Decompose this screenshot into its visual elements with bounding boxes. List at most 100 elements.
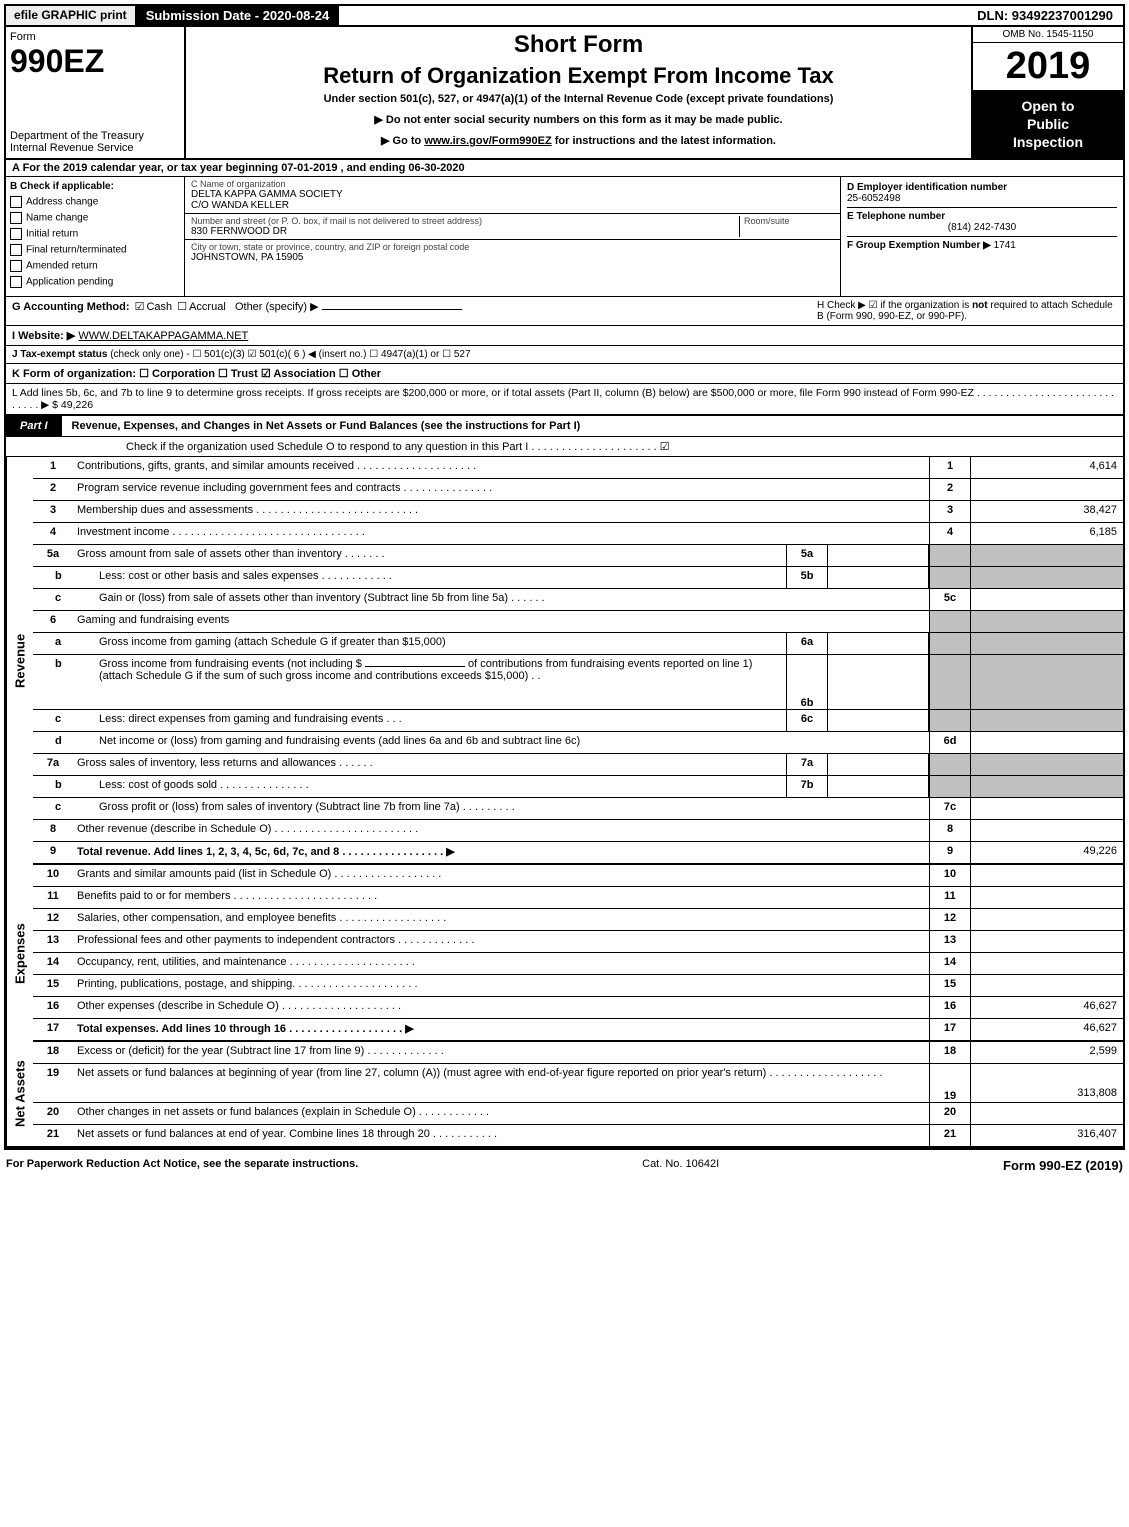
g-other-input[interactable] xyxy=(322,309,462,310)
row-desc-19: Net assets or fund balances at beginning… xyxy=(73,1064,929,1102)
line-val-7c[interactable] xyxy=(970,798,1123,819)
opt-final: Final return/terminated xyxy=(26,244,127,255)
row-num-6b: b xyxy=(33,655,95,709)
row-6b: b Gross income from fundraising events (… xyxy=(33,655,1123,710)
row-desc-6: Gaming and fundraising events xyxy=(73,611,929,632)
row-4: 4 Investment income . . . . . . . . . . … xyxy=(33,523,1123,545)
g-cash-check[interactable] xyxy=(133,301,147,313)
h-text: H Check ▶ ☑ if the organization is xyxy=(817,300,972,311)
line-val-18[interactable]: 2,599 xyxy=(970,1042,1123,1063)
section-l: L Add lines 5b, 6c, and 7b to line 9 to … xyxy=(6,384,1123,416)
row-6a: a Gross income from gaming (attach Sched… xyxy=(33,633,1123,655)
line-val-5c[interactable] xyxy=(970,589,1123,610)
line-val-17[interactable]: 46,627 xyxy=(970,1019,1123,1040)
irs-link[interactable]: www.irs.gov/Form990EZ xyxy=(424,135,551,147)
row-5b: b Less: cost or other basis and sales ex… xyxy=(33,567,1123,589)
line-val-21[interactable]: 316,407 xyxy=(970,1125,1123,1146)
telephone-label: E Telephone number xyxy=(847,211,1117,222)
row-desc-5c: Gain or (loss) from sale of assets other… xyxy=(95,589,929,610)
inner-val-7b[interactable] xyxy=(828,776,929,797)
line-num-16: 16 xyxy=(929,997,970,1018)
check-application-pending[interactable] xyxy=(10,276,22,288)
row-desc-12: Salaries, other compensation, and employ… xyxy=(73,909,929,930)
line-val-6d[interactable] xyxy=(970,732,1123,753)
line-val-1[interactable]: 4,614 xyxy=(970,457,1123,478)
opt-pending: Application pending xyxy=(26,276,113,287)
check-amended[interactable] xyxy=(10,260,22,272)
line-val-11[interactable] xyxy=(970,887,1123,908)
row-desc-8: Other revenue (describe in Schedule O) .… xyxy=(73,820,929,841)
inner-val-5a[interactable] xyxy=(828,545,929,566)
check-name-change[interactable] xyxy=(10,212,22,224)
title-short-form: Short Form xyxy=(194,31,963,59)
inner-val-5b[interactable] xyxy=(828,567,929,588)
check-final-return[interactable] xyxy=(10,244,22,256)
row-desc-9: Total revenue. Add lines 1, 2, 3, 4, 5c,… xyxy=(73,842,929,863)
row-desc-6a: Gross income from gaming (attach Schedul… xyxy=(95,633,786,654)
inner-num-6a: 6a xyxy=(786,633,828,654)
line-val-13[interactable] xyxy=(970,931,1123,952)
row-num-6: 6 xyxy=(33,611,73,632)
column-b-checkboxes: B Check if applicable: Address change Na… xyxy=(6,177,185,296)
row-17: 17 Total expenses. Add lines 10 through … xyxy=(33,1019,1123,1042)
row-3: 3 Membership dues and assessments . . . … xyxy=(33,501,1123,523)
row-desc-11: Benefits paid to or for members . . . . … xyxy=(73,887,929,908)
g-accrual: Accrual xyxy=(189,301,226,313)
line-val-4[interactable]: 6,185 xyxy=(970,523,1123,544)
line-num-5c: 5c xyxy=(929,589,970,610)
inner-val-6b[interactable] xyxy=(828,655,929,709)
col-b-header: B Check if applicable: xyxy=(10,181,180,192)
g-cash: Cash xyxy=(146,301,172,313)
lv-7b-shade xyxy=(970,776,1123,797)
row-7b: b Less: cost of goods sold . . . . . . .… xyxy=(33,776,1123,798)
line-val-10[interactable] xyxy=(970,865,1123,886)
inner-val-7a[interactable] xyxy=(828,754,929,775)
j-options: (check only one) - ☐ 501(c)(3) ☑ 501(c)(… xyxy=(110,349,470,360)
line-val-16[interactable]: 46,627 xyxy=(970,997,1123,1018)
sidebar-revenue: Revenue xyxy=(6,457,33,865)
6b-blank[interactable] xyxy=(365,666,465,667)
line-val-20[interactable] xyxy=(970,1103,1123,1124)
row-num-10: 10 xyxy=(33,865,73,886)
footer-form-num: 990-EZ xyxy=(1039,1158,1082,1173)
line-val-5a-shade xyxy=(970,545,1123,566)
inner-val-6c[interactable] xyxy=(828,710,929,731)
line-val-2[interactable] xyxy=(970,479,1123,500)
form-label: Form xyxy=(10,31,180,43)
row-15: 15 Printing, publications, postage, and … xyxy=(33,975,1123,997)
check-address-change[interactable] xyxy=(10,196,22,208)
lv-6c-shade xyxy=(970,710,1123,731)
inner-val-6a[interactable] xyxy=(828,633,929,654)
row-20: 20 Other changes in net assets or fund b… xyxy=(33,1103,1123,1125)
line-num-10: 10 xyxy=(929,865,970,886)
line-val-15[interactable] xyxy=(970,975,1123,996)
row-num-5c: c xyxy=(33,589,95,610)
catalog-number: Cat. No. 10642I xyxy=(642,1158,719,1173)
line-val-3[interactable]: 38,427 xyxy=(970,501,1123,522)
row-desc-10: Grants and similar amounts paid (list in… xyxy=(73,865,929,886)
line-val-14[interactable] xyxy=(970,953,1123,974)
line-val-8[interactable] xyxy=(970,820,1123,841)
dln-number: DLN: 93492237001290 xyxy=(967,6,1123,25)
row-desc-4: Investment income . . . . . . . . . . . … xyxy=(73,523,929,544)
check-initial-return[interactable] xyxy=(10,228,22,240)
open-label: Open to xyxy=(977,97,1119,115)
row-6: 6 Gaming and fundraising events xyxy=(33,611,1123,633)
row-num-2: 2 xyxy=(33,479,73,500)
row-16: 16 Other expenses (describe in Schedule … xyxy=(33,997,1123,1019)
efile-print-button[interactable]: efile GRAPHIC print xyxy=(6,6,136,25)
line-j-tax-exempt: J Tax-exempt status (check only one) - ☐… xyxy=(6,346,1123,364)
row-desc-2: Program service revenue including govern… xyxy=(73,479,929,500)
g-accrual-check[interactable] xyxy=(175,301,189,313)
line-val-19[interactable]: 313,808 xyxy=(970,1064,1123,1102)
line-val-12[interactable] xyxy=(970,909,1123,930)
line-num-2: 2 xyxy=(929,479,970,500)
row-num-6c: c xyxy=(33,710,95,731)
website-link[interactable]: WWW.DELTAKAPPAGAMMA.NET xyxy=(78,330,248,342)
part-1-title: Revenue, Expenses, and Changes in Net As… xyxy=(72,416,581,436)
line-num-17: 17 xyxy=(929,1019,970,1040)
row-num-18: 18 xyxy=(33,1042,73,1063)
line-num-15: 15 xyxy=(929,975,970,996)
street-value: 830 FERNWOOD DR xyxy=(191,226,739,237)
row-num-6d: d xyxy=(33,732,95,753)
